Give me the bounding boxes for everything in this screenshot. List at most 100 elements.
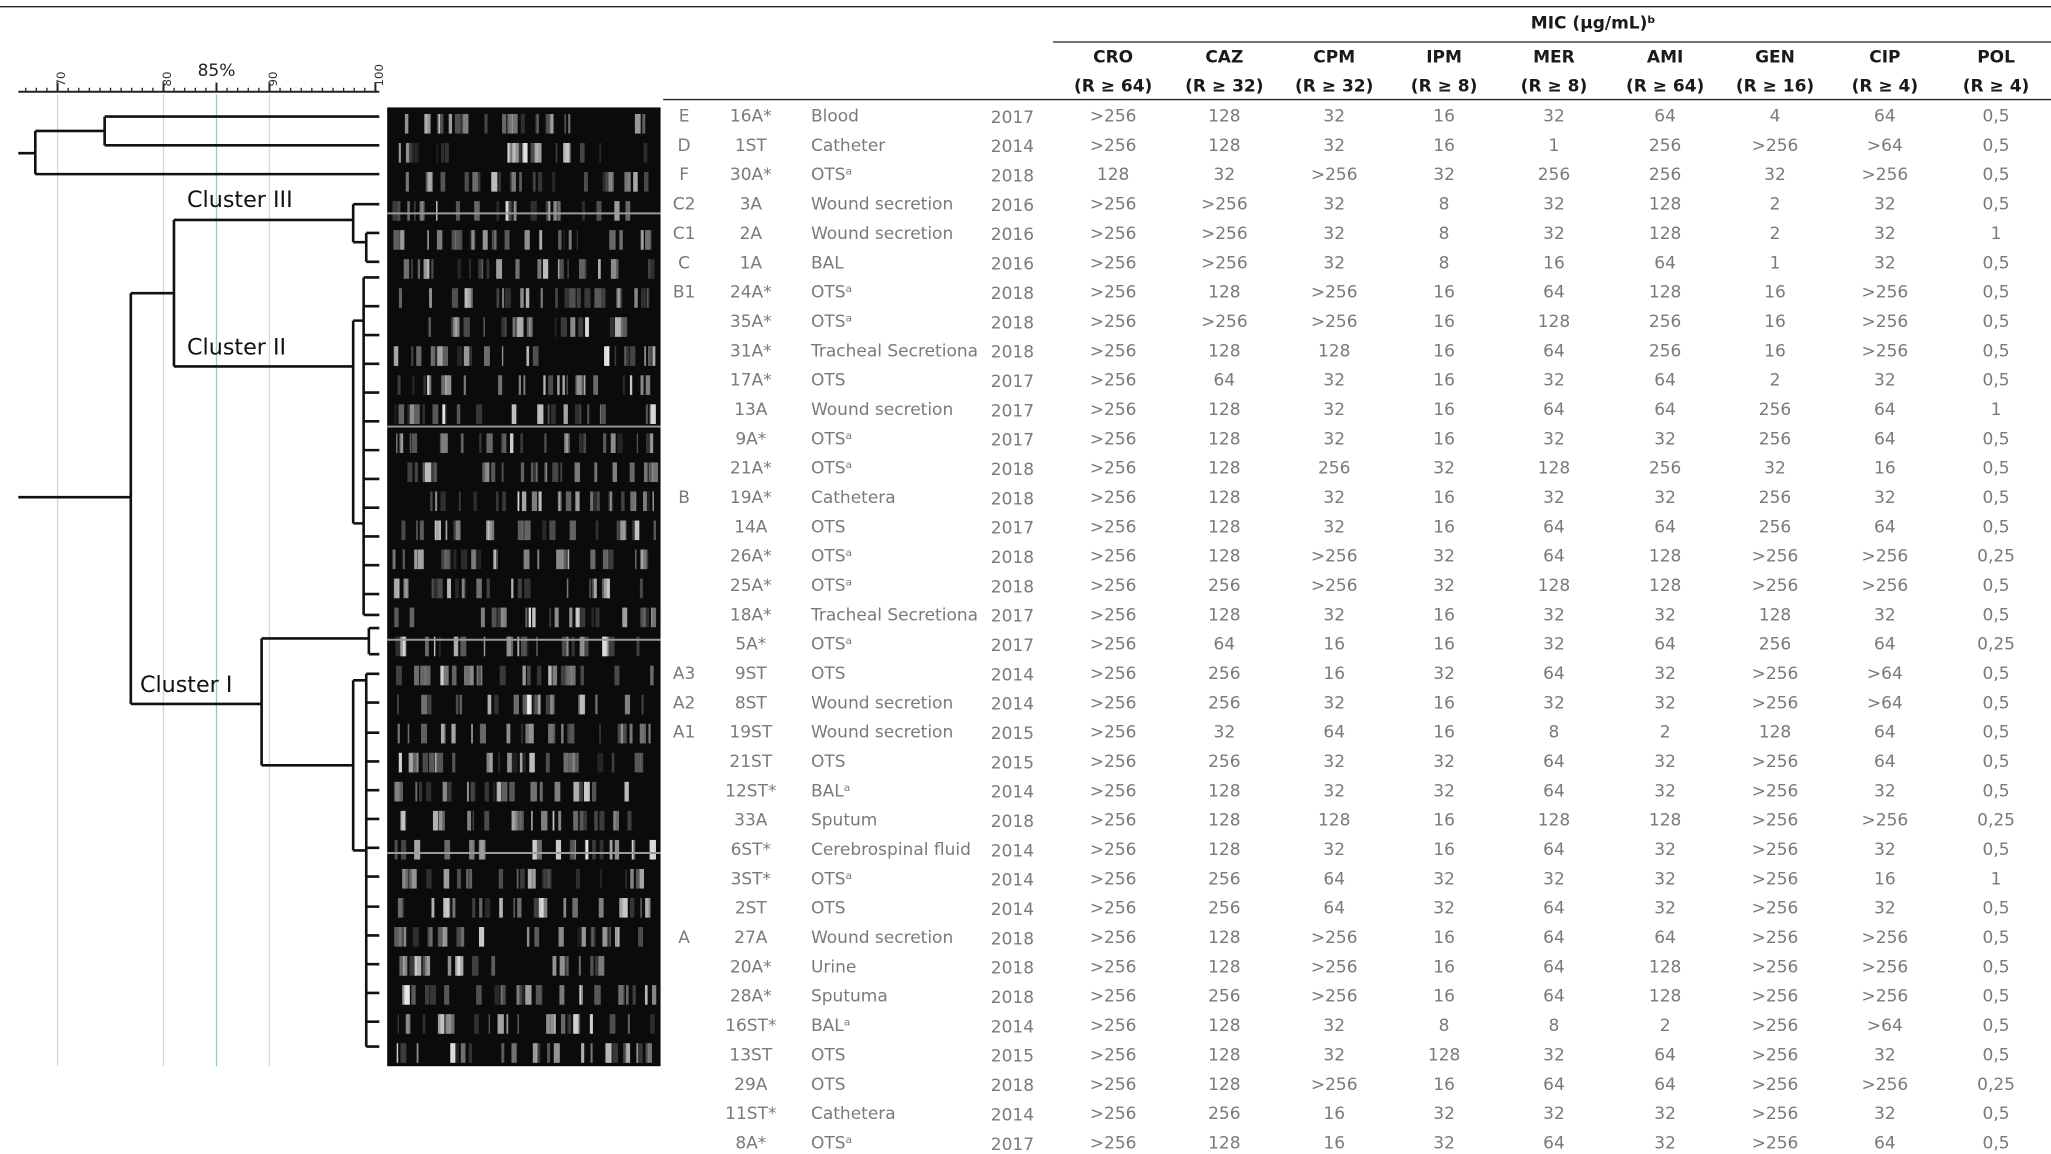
gel-band	[554, 317, 557, 337]
column-breakpoint: (R ≥ 4)	[1852, 76, 1919, 96]
gel-band	[520, 433, 524, 453]
gel-band	[619, 520, 626, 541]
gel-band	[425, 113, 431, 134]
gel-band	[468, 868, 470, 889]
gel-band	[541, 810, 548, 831]
gel-band	[486, 578, 490, 599]
sample-source: OTSᵃ	[811, 312, 852, 332]
gel-band	[523, 375, 526, 395]
gel-band	[582, 201, 586, 221]
mic-value: 32	[1433, 781, 1455, 801]
mic-value: 0,25	[1977, 811, 2015, 831]
mic-value: >256	[1752, 693, 1799, 713]
gel-band	[526, 346, 530, 366]
mic-value: 1	[1991, 400, 2002, 420]
column-breakpoint: (R ≥ 64)	[1074, 76, 1152, 96]
mic-value: >256	[1311, 928, 1358, 948]
mic-value: 0,5	[1983, 459, 2010, 479]
mic-value: 32	[1433, 547, 1455, 567]
gel-band	[582, 810, 587, 831]
mic-value: 128	[1208, 1075, 1240, 1095]
gel-band	[544, 868, 550, 889]
gel-band	[403, 927, 407, 947]
gel-band	[530, 810, 533, 831]
gel-band	[593, 578, 597, 599]
mic-value: >256	[1752, 840, 1799, 860]
isolate-id: 1ST	[735, 136, 768, 156]
gel-band	[511, 578, 514, 599]
mic-value: 128	[1208, 283, 1240, 303]
gel-band	[578, 259, 585, 279]
column-breakpoint: (R ≥ 4)	[1963, 76, 2030, 96]
gel-band	[463, 375, 466, 395]
gel-band	[460, 549, 468, 570]
gel-band	[517, 317, 524, 337]
mic-value: 256	[1759, 429, 1791, 449]
gel-band	[441, 346, 449, 366]
gel-band	[525, 636, 529, 657]
year: 2018	[991, 313, 1034, 333]
gel-band	[427, 172, 433, 192]
gel-band	[541, 897, 548, 918]
mic-value: 128	[1208, 1133, 1240, 1153]
mic-value: 128	[1208, 136, 1240, 156]
gel-band	[632, 520, 634, 541]
sample-source: OTS	[811, 1075, 846, 1095]
gel-band	[392, 201, 397, 221]
mic-value: 128	[1208, 957, 1240, 977]
gel-band	[469, 230, 476, 250]
year: 2014	[991, 783, 1034, 803]
mic-value: 64	[1874, 1133, 1896, 1153]
gel-band	[486, 433, 493, 453]
scale-tick-label: 70	[54, 72, 68, 87]
gel-band	[441, 433, 448, 453]
year: 2018	[991, 988, 1034, 1008]
gel-band	[440, 723, 444, 744]
mic-value: >256	[1862, 312, 1909, 332]
gel-band	[602, 549, 608, 570]
mic-value: >256	[1311, 165, 1358, 185]
isolate-id: 6ST*	[731, 840, 772, 860]
mic-value: 256	[1208, 1104, 1240, 1124]
year: 2017	[991, 372, 1034, 392]
gel-band	[437, 752, 444, 773]
gel-band	[629, 375, 633, 395]
gel-band	[549, 1014, 554, 1034]
gel-band	[648, 462, 654, 483]
gel-band	[474, 201, 480, 221]
mic-value: >256	[1201, 224, 1248, 244]
gel-band	[494, 985, 500, 1005]
gel-band	[560, 317, 567, 337]
mic-value: 256	[1208, 752, 1240, 772]
gel-band	[501, 985, 506, 1005]
isolate-id: 11ST*	[725, 1104, 776, 1124]
gel-band	[402, 985, 405, 1005]
mic-value: 0,5	[1983, 605, 2010, 625]
gel-band	[409, 956, 415, 976]
mic-value: 32	[1323, 488, 1345, 508]
similarity-guides	[56, 94, 271, 1067]
mic-value: 64	[1654, 371, 1676, 391]
gel-band	[640, 230, 643, 250]
gel-band	[504, 288, 511, 308]
mic-value: >256	[1752, 576, 1799, 596]
gel-band	[616, 288, 621, 308]
mic-value: 128	[1759, 605, 1791, 625]
gel-band	[400, 433, 404, 453]
isolate-id: 16A*	[730, 107, 772, 127]
gel-band	[417, 259, 421, 279]
gel-band	[457, 346, 463, 366]
gel-band	[622, 317, 628, 337]
gel-band	[524, 230, 530, 250]
gel-band	[393, 346, 399, 366]
gel-band	[579, 142, 585, 163]
gel-band	[608, 172, 614, 192]
gel-band	[414, 549, 418, 570]
mic-value: >256	[1090, 429, 1137, 449]
year: 2018	[991, 548, 1034, 568]
mic-value: 128	[1649, 547, 1681, 567]
mic-value: 128	[1649, 283, 1681, 303]
gel-band	[542, 520, 547, 541]
year: 2016	[991, 255, 1034, 275]
mic-value: >256	[1311, 987, 1358, 1007]
